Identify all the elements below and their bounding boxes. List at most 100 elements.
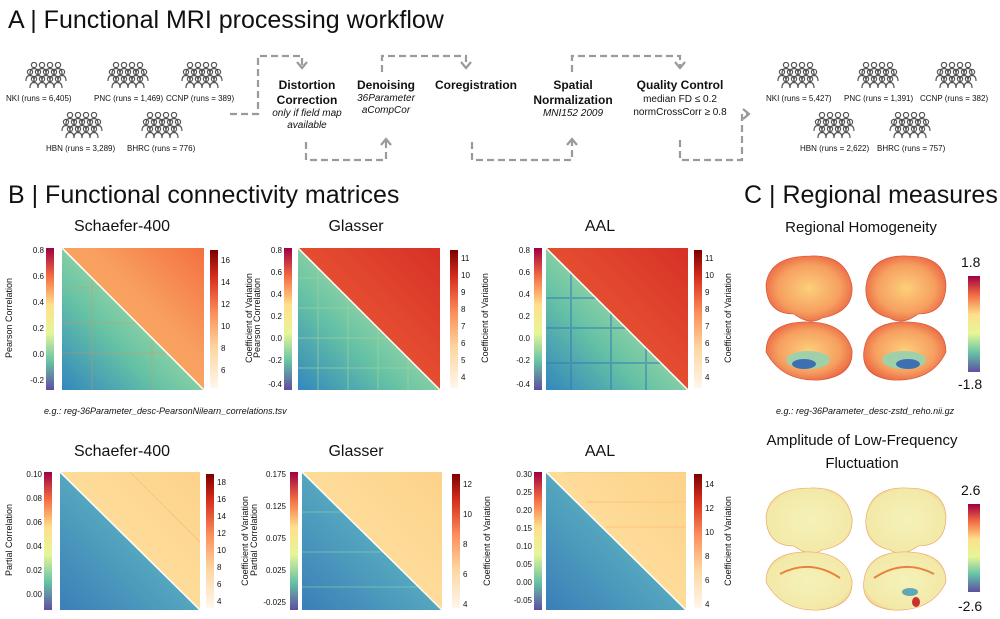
example-reho-file: e.g.: reg-36Parameter_desc-zstd_reho.nii… <box>776 406 954 416</box>
right-ticks: 11 10 9 8 7 6 5 4 <box>705 252 725 392</box>
tick: 8 <box>461 305 466 314</box>
tick: 6 <box>463 570 468 579</box>
right-ticks: 18 16 14 12 10 8 6 4 <box>217 476 237 612</box>
output-site-bhrc: BHRC (runs = 757) <box>877 144 946 153</box>
step-title: Denoising <box>356 78 415 92</box>
tick: 16 <box>217 495 226 504</box>
right-ticks: 14 12 10 8 6 4 <box>705 476 725 612</box>
input-site-bhrc: BHRC (runs = 776) <box>127 144 196 153</box>
tick: 4 <box>463 600 468 609</box>
tick: 0.8 <box>32 246 44 255</box>
colorbar-cv <box>206 474 214 608</box>
example-text: e.g.: reg-36Parameter_desc-PearsonNilear… <box>44 406 287 416</box>
tick: -0.2 <box>30 376 44 385</box>
tick: 8 <box>217 563 222 572</box>
tick: 0.0 <box>32 350 44 359</box>
example-text: e.g.: reg-36Parameter_desc-zstd_reho.nii… <box>776 406 955 416</box>
tick: 0.00 <box>516 578 532 587</box>
workflow-arrows <box>230 54 751 162</box>
tick: 0.0 <box>270 334 282 343</box>
matrix-title-glasser: Glasser <box>328 218 384 235</box>
y-label-pearson: Pearson Correlation <box>252 277 262 358</box>
tick: 4 <box>705 600 710 609</box>
tick: 0.2 <box>518 312 530 321</box>
tick: 11 <box>461 254 470 263</box>
alff-title-line1: Amplitude of Low-Frequency <box>766 432 958 449</box>
colorbar-cv <box>694 474 702 608</box>
y-label-cv: Coefficient of Variation <box>723 273 733 363</box>
section-c-title: C | Regional measures <box>744 181 998 209</box>
right-ticks: 12 10 8 6 4 <box>463 476 483 612</box>
left-ticks: 0.10 0.08 0.06 0.04 0.02 0.00 <box>20 470 42 610</box>
tick: 6 <box>461 339 466 348</box>
tick: 10 <box>463 510 472 519</box>
colorbar-partial <box>290 472 298 610</box>
tick: 0.10 <box>516 542 532 551</box>
left-ticks: 0.30 0.25 0.20 0.15 0.10 0.05 0.00 -0.05 <box>508 470 532 610</box>
y-label-partial: Partial Correlation <box>4 503 14 576</box>
output-site-pnc: PNC (runs = 1,391) <box>844 94 914 103</box>
tick: 8 <box>221 344 226 353</box>
y-label-partial: Partial Correlation <box>249 503 259 576</box>
matrix-title-schaefer: Schaefer-400 <box>73 443 171 460</box>
step-title: Spatial Normalization <box>533 78 613 107</box>
tick: 8 <box>463 540 468 549</box>
colorbar-cv <box>694 250 702 388</box>
left-ticks: 0.175 0.125 0.075 0.025 -0.025 <box>258 470 286 610</box>
colorbar-cv <box>452 474 460 608</box>
colorbar-partial <box>44 472 52 610</box>
tick: 14 <box>221 278 230 287</box>
tick: 11 <box>705 254 714 263</box>
tick: 0.15 <box>516 524 532 533</box>
right-ticks: 16 14 12 10 8 6 <box>221 252 241 392</box>
step-quality-control: Quality Control median FD ≤ 0.2 normCros… <box>622 78 738 119</box>
tick: 0.4 <box>32 298 44 307</box>
matrix-title-aal: AAL <box>584 218 616 235</box>
step-distortion-correction: Distortion Correction only if field map … <box>262 78 352 132</box>
tick: 0.06 <box>26 518 42 527</box>
input-site-ccnp: CCNP (runs = 389) <box>166 94 235 103</box>
matrix-schaefer-pearson <box>62 248 204 390</box>
tick: 9 <box>461 288 466 297</box>
tick: -0.025 <box>263 598 286 607</box>
reho-brain-surfaces <box>765 255 947 381</box>
matrix-aal-pearson <box>546 248 688 390</box>
y-label-cv: Coefficient of Variation <box>482 496 492 586</box>
tick: 6 <box>217 580 222 589</box>
tick: 0.8 <box>270 246 282 255</box>
alff-title-line2: Fluctuation <box>825 455 899 472</box>
tick: 18 <box>217 478 226 487</box>
input-site-hbn: HBN (runs = 3,289) <box>46 144 116 153</box>
tick: 4 <box>705 373 710 382</box>
tick: 0.4 <box>270 290 282 299</box>
tick: 6 <box>221 366 226 375</box>
right-ticks: 11 10 9 8 7 6 5 4 <box>461 252 481 392</box>
example-pearson-file: e.g.: reg-36Parameter_desc-PearsonNilear… <box>44 406 287 416</box>
tick: -0.4 <box>268 380 282 389</box>
section-a-title: A | Functional MRI processing workflow <box>8 6 444 34</box>
tick: 0.08 <box>26 494 42 503</box>
output-site-nki: NKI (runs = 5,427) <box>766 94 832 103</box>
tick: 10 <box>217 546 226 555</box>
tick: 8 <box>705 305 710 314</box>
matrix-title-aal: AAL <box>584 443 616 460</box>
tick: 16 <box>221 256 230 265</box>
step-title: Coregistration <box>434 78 517 92</box>
tick: 0.6 <box>32 272 44 281</box>
matrix-aal-partial <box>546 472 686 610</box>
tick: 10 <box>705 528 714 537</box>
alff-min: -2.6 <box>958 598 983 614</box>
step-title: Distortion Correction <box>276 78 338 107</box>
tick: 0.05 <box>516 560 532 569</box>
tick: 0.25 <box>516 488 532 497</box>
tick: 0.175 <box>265 470 286 479</box>
output-site-hbn: HBN (runs = 2,622) <box>800 144 870 153</box>
colorbar-pearson <box>284 248 292 390</box>
colorbar-pearson <box>534 248 542 390</box>
tick: 0.20 <box>516 506 532 515</box>
tick: 6 <box>705 339 710 348</box>
left-ticks: 0.8 0.6 0.4 0.2 0.0 -0.2 -0.4 <box>262 246 282 392</box>
tick: 0.0 <box>518 334 530 343</box>
tick: 10 <box>705 271 714 280</box>
colorbar-cv <box>210 250 218 388</box>
